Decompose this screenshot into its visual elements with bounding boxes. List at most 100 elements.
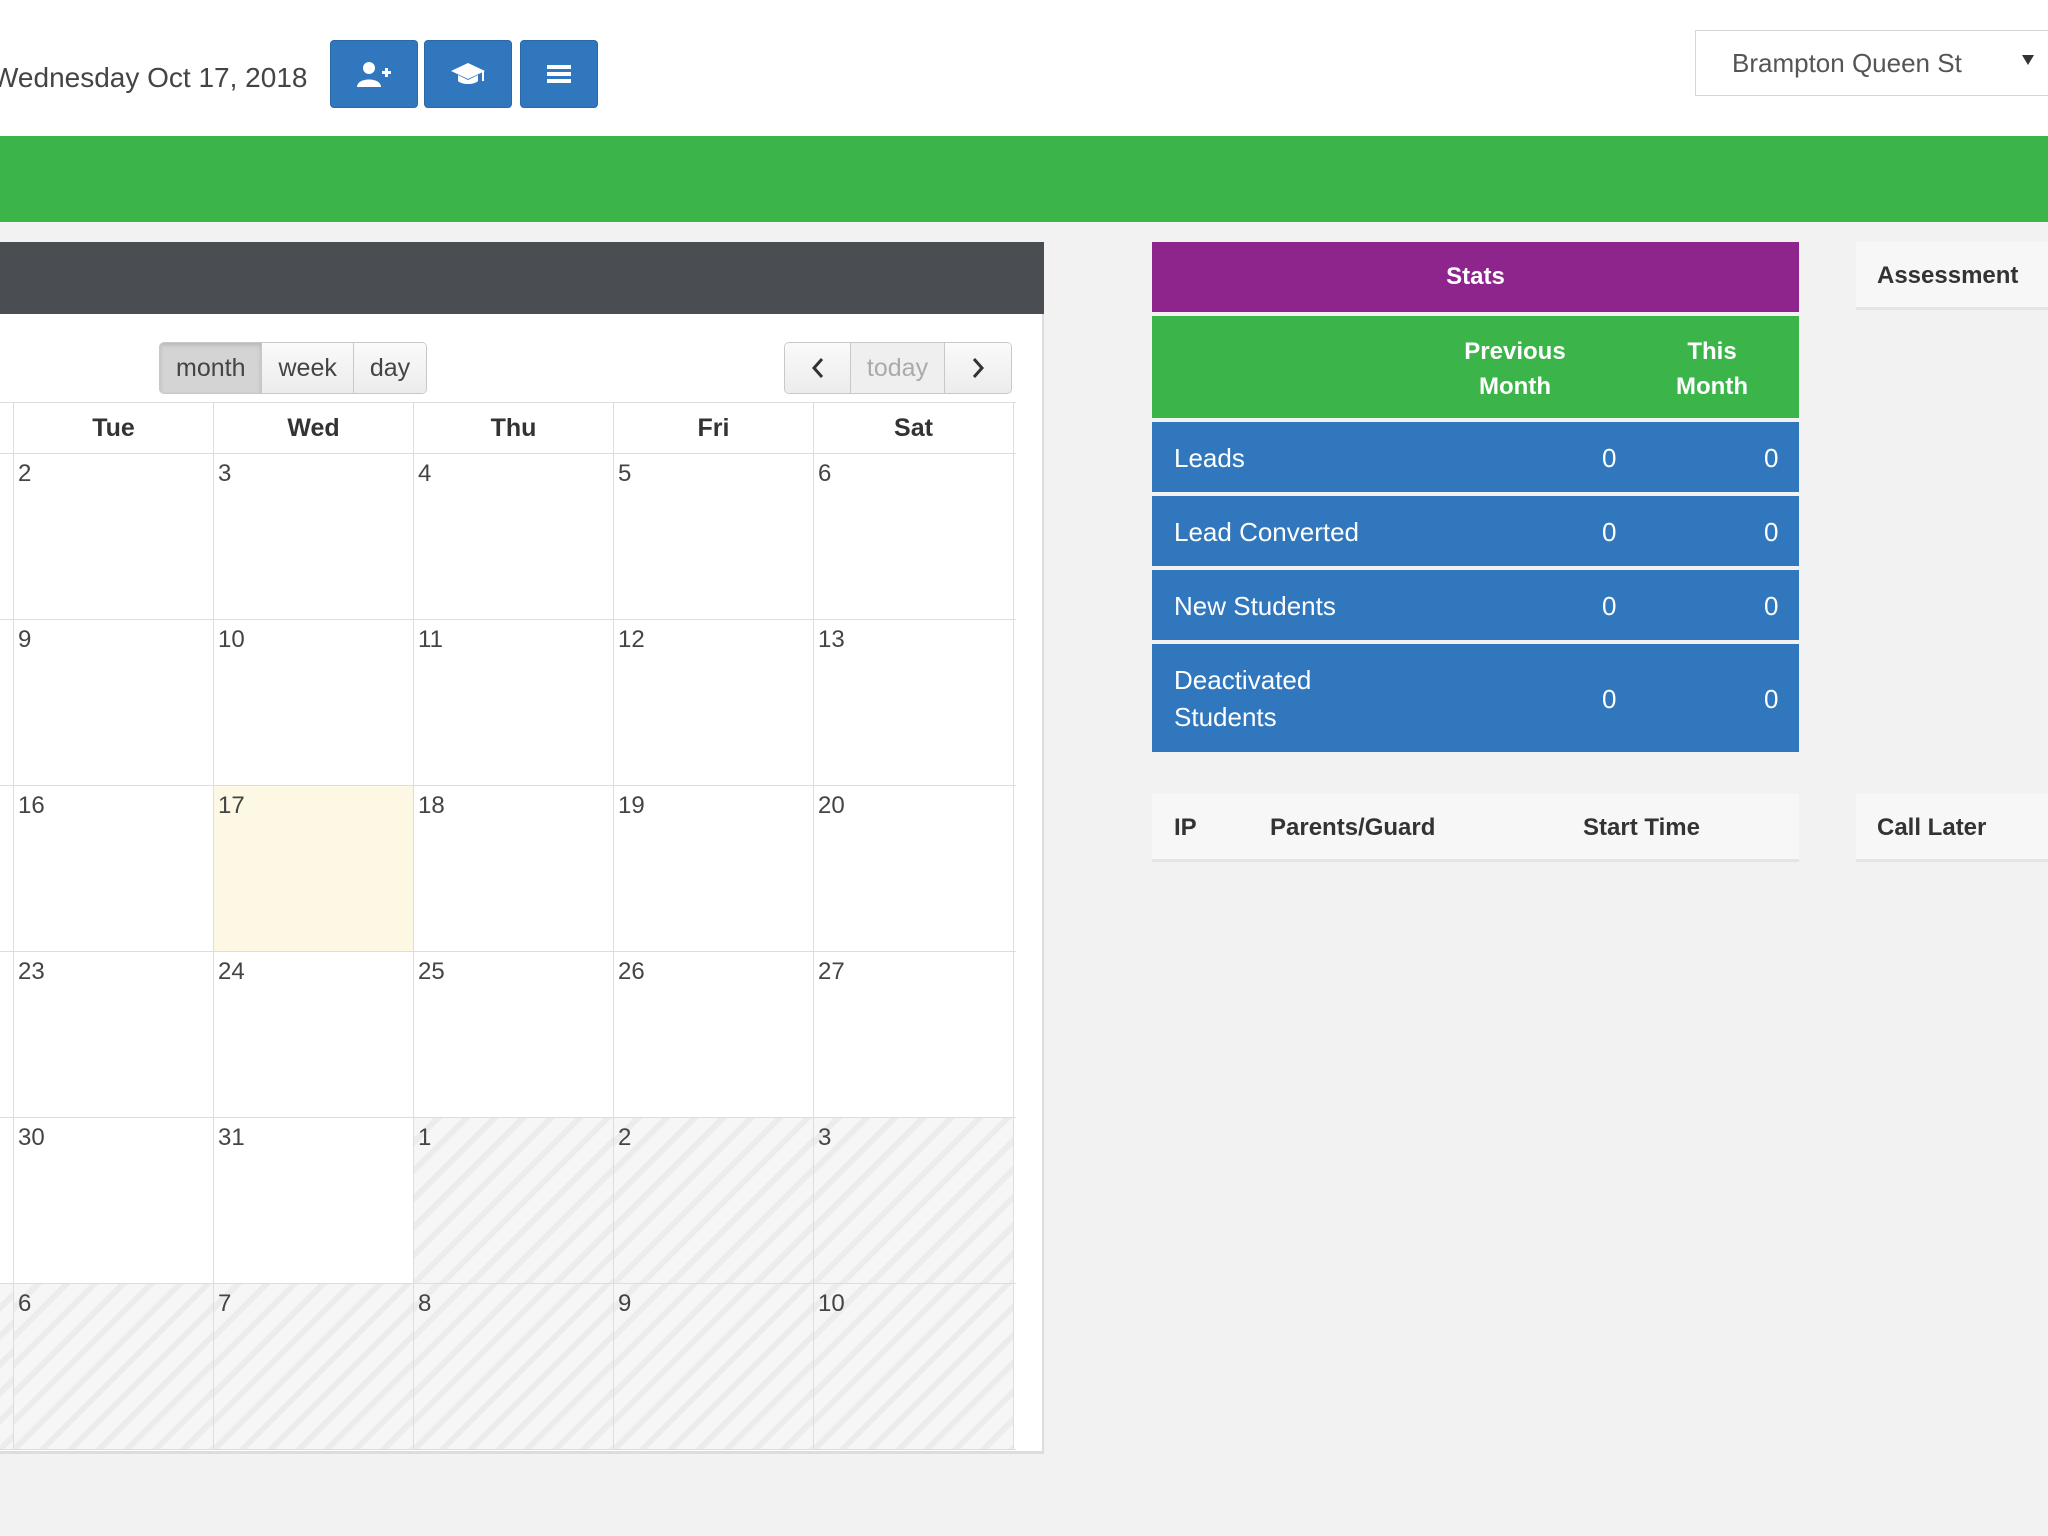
- next-month-button[interactable]: [945, 343, 1011, 393]
- stat-prev-value: 0: [1602, 443, 1617, 473]
- day-cell[interactable]: 3: [214, 454, 414, 619]
- stat-label: Leads: [1174, 443, 1245, 473]
- day-cell[interactable]: 25: [414, 952, 614, 1117]
- day-cell[interactable]: [0, 786, 14, 951]
- header-line: Month: [1676, 373, 1748, 400]
- day-cell[interactable]: 6: [814, 454, 1014, 619]
- label-line: Deactivated: [1174, 665, 1312, 695]
- day-cell[interactable]: 10: [214, 620, 414, 785]
- day-cell[interactable]: 31: [214, 1118, 414, 1283]
- header-line: Month: [1479, 373, 1551, 400]
- day-number: 10: [818, 1290, 845, 1317]
- stats-panel: Stats Previous Month This Month Leads 0 …: [1152, 242, 1799, 752]
- calendar-panel: month week day today Tue Wed Thu Fri Sat…: [0, 242, 1044, 1454]
- stat-row-lead-converted: Lead Converted 0 0: [1152, 496, 1799, 566]
- day-number: 2: [18, 460, 32, 487]
- day-cell[interactable]: 9: [14, 620, 214, 785]
- call-later-panel-header[interactable]: Call Later: [1856, 794, 2048, 862]
- other-month-day-cell[interactable]: 2: [614, 1118, 814, 1283]
- day-number: 23: [18, 958, 45, 985]
- day-cell[interactable]: 2: [14, 454, 214, 619]
- day-cell[interactable]: 27: [814, 952, 1014, 1117]
- graduation-cap-icon: [451, 63, 485, 84]
- day-cell[interactable]: 23: [14, 952, 214, 1117]
- weekday-header: Fri: [614, 403, 814, 453]
- menu-button[interactable]: [520, 40, 598, 108]
- green-banner: [0, 136, 2048, 222]
- day-cell[interactable]: 4: [414, 454, 614, 619]
- assessment-label: Assessment: [1877, 262, 2019, 289]
- column-header-parents[interactable]: Parents/Guard: [1270, 814, 1436, 841]
- day-number: 30: [18, 1124, 45, 1151]
- view-switcher: month week day: [159, 342, 428, 394]
- today-button[interactable]: today: [851, 343, 945, 393]
- list-table-header: IP Parents/Guard Start Time: [1152, 794, 1799, 862]
- stat-this-value: 0: [1764, 684, 1779, 714]
- day-cell[interactable]: 5: [614, 454, 814, 619]
- day-cell[interactable]: 13: [814, 620, 1014, 785]
- view-week-button[interactable]: week: [262, 343, 354, 393]
- column-header-start-time[interactable]: Start Time: [1583, 814, 1700, 841]
- day-number: 7: [218, 1290, 232, 1317]
- day-cell[interactable]: 19: [614, 786, 814, 951]
- day-number: 9: [618, 1290, 632, 1317]
- stats-title: Stats: [1152, 242, 1799, 312]
- other-month-day-cell[interactable]: 8: [414, 1284, 614, 1449]
- day-cell[interactable]: 30: [14, 1118, 214, 1283]
- day-number: 10: [218, 626, 245, 653]
- day-number: 31: [218, 1124, 245, 1151]
- day-cell[interactable]: 24: [214, 952, 414, 1117]
- other-month-day-cell[interactable]: 10: [814, 1284, 1014, 1449]
- day-cell[interactable]: 16: [14, 786, 214, 951]
- weekday-header: Wed: [214, 403, 414, 453]
- day-cell[interactable]: 11: [414, 620, 614, 785]
- weekday-header-row: Tue Wed Thu Fri Sat: [0, 402, 1016, 454]
- day-number: 27: [818, 958, 845, 985]
- graduation-button[interactable]: [424, 40, 512, 108]
- day-cell[interactable]: 18: [414, 786, 614, 951]
- view-day-button[interactable]: day: [353, 343, 427, 393]
- branch-select-value: Brampton Queen St: [1732, 47, 1962, 78]
- day-number: 12: [618, 626, 645, 653]
- previous-month-header: Previous Month: [1455, 334, 1575, 404]
- top-header: Wednesday Oct 17, 2018 Brampton Queen St: [0, 0, 2048, 136]
- day-number: 1: [418, 1124, 432, 1151]
- week-row: 30 31 1 2 3: [0, 1118, 1016, 1284]
- add-user-button[interactable]: [330, 40, 418, 108]
- assessment-panel-header[interactable]: Assessment: [1856, 242, 2048, 310]
- day-cell[interactable]: [0, 1118, 14, 1283]
- stat-prev-value: 0: [1602, 591, 1617, 621]
- week-row: 23 24 25 26 27: [0, 952, 1016, 1118]
- other-month-day-cell[interactable]: 1: [414, 1118, 614, 1283]
- other-month-day-cell[interactable]: 7: [214, 1284, 414, 1449]
- day-cell[interactable]: [0, 454, 14, 619]
- column-header-ip[interactable]: IP: [1174, 814, 1197, 841]
- day-number: 2: [618, 1124, 632, 1151]
- other-month-day-cell[interactable]: 9: [614, 1284, 814, 1449]
- day-number: 13: [818, 626, 845, 653]
- day-number: 11: [418, 626, 443, 653]
- week-row: 6 7 8 9 10: [0, 1284, 1016, 1450]
- day-cell[interactable]: [0, 620, 14, 785]
- day-cell[interactable]: 20: [814, 786, 1014, 951]
- stat-this-value: 0: [1764, 517, 1779, 547]
- stat-label: Lead Converted: [1174, 517, 1360, 547]
- stat-row-new-students: New Students 0 0: [1152, 570, 1799, 640]
- other-month-day-cell[interactable]: [0, 1284, 14, 1449]
- today-day-cell[interactable]: 17: [214, 786, 414, 951]
- stat-row-leads: Leads 0 0: [1152, 422, 1799, 492]
- day-cell[interactable]: 26: [614, 952, 814, 1117]
- day-cell[interactable]: 12: [614, 620, 814, 785]
- prev-month-button[interactable]: [785, 343, 851, 393]
- day-number: 8: [418, 1290, 432, 1317]
- header-line: This: [1687, 338, 1737, 365]
- weekday-header: Thu: [414, 403, 614, 453]
- view-month-button[interactable]: month: [160, 343, 263, 393]
- other-month-day-cell[interactable]: 6: [14, 1284, 214, 1449]
- day-number: 18: [418, 792, 445, 819]
- other-month-day-cell[interactable]: 3: [814, 1118, 1014, 1283]
- current-date: Wednesday Oct 17, 2018: [0, 62, 308, 93]
- branch-select[interactable]: Brampton Queen St: [1695, 30, 2048, 96]
- hamburger-icon: [547, 65, 571, 83]
- day-cell[interactable]: [0, 952, 14, 1117]
